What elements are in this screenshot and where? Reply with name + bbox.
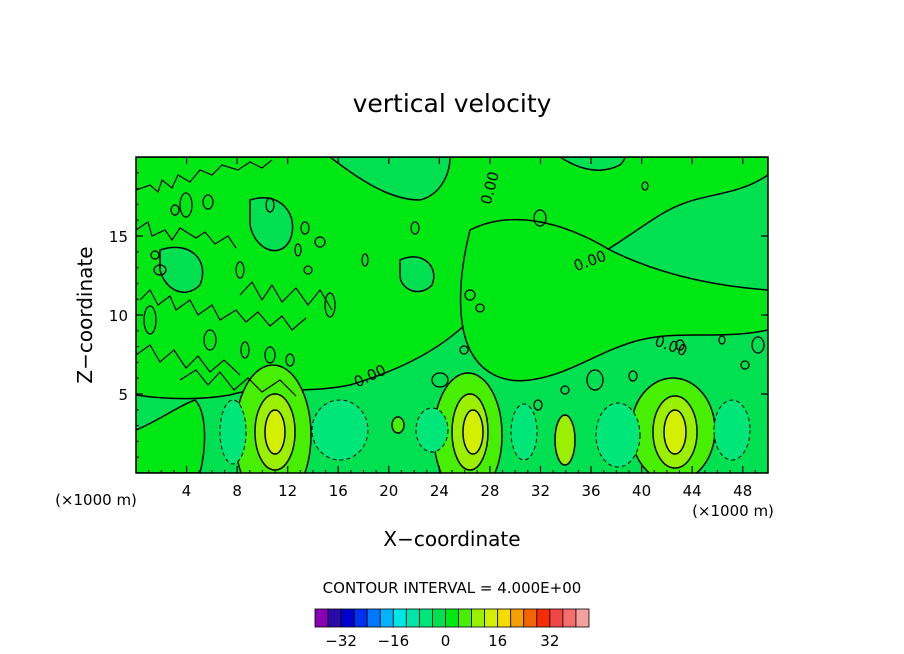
colorbar-swatch xyxy=(418,608,433,628)
colorbar-swatch xyxy=(366,608,381,628)
colorbar-swatch xyxy=(327,608,342,628)
contour-interval-label: CONTOUR INTERVAL = 4.000E+00 xyxy=(323,579,582,597)
downdraft-cell xyxy=(595,402,641,468)
plot-area: 0.00 0.00 0.00 0.00 xyxy=(136,157,768,473)
x-tick-label: 32 xyxy=(531,482,550,500)
colorbar-swatch xyxy=(405,608,420,628)
central-band-region xyxy=(459,218,768,382)
y-unit-label: (×1000 m) xyxy=(692,502,774,520)
colorbar-tick-label: 16 xyxy=(488,632,507,650)
downdraft-cell xyxy=(415,407,449,453)
y-axis-title: Z−coordinate xyxy=(73,246,97,383)
colorbar-swatch xyxy=(314,608,329,628)
downdraft-cell xyxy=(311,399,369,461)
jagged-contours xyxy=(136,159,333,397)
downdraft-cell xyxy=(510,403,538,461)
colorbar-swatch xyxy=(497,608,512,628)
colorbar-tick-label: 0 xyxy=(441,632,451,650)
colorbar xyxy=(314,608,590,628)
y-tick-label: 5 xyxy=(118,386,128,404)
updraft-cell-small xyxy=(554,414,576,466)
colorbar-swatch xyxy=(575,608,590,628)
x-tick-label: 36 xyxy=(581,482,600,500)
x-tick-label: 12 xyxy=(278,482,297,500)
weak-downdraft-patches xyxy=(159,157,626,293)
chart-title: vertical velocity xyxy=(353,89,552,118)
colorbar-swatch xyxy=(458,608,472,628)
lower-left-region xyxy=(136,399,206,473)
colorbar-swatch xyxy=(510,608,525,628)
x-tick-label: 28 xyxy=(480,482,499,500)
y-axis-ticks: 5 10 15 xyxy=(109,172,768,458)
colorbar-swatch xyxy=(353,608,368,628)
x-tick-label: 24 xyxy=(430,482,449,500)
downdraft-cell xyxy=(219,399,247,465)
updraft-cell-small xyxy=(391,416,405,434)
colorbar-swatch xyxy=(523,608,538,628)
colorbar-swatch xyxy=(484,608,499,628)
y-tick-label: 10 xyxy=(109,307,128,325)
x-tick-label: 20 xyxy=(379,482,398,500)
x-tick-label: 44 xyxy=(683,482,702,500)
colorbar-swatch xyxy=(392,608,407,628)
downdraft-cells xyxy=(219,399,751,468)
x-tick-label: 4 xyxy=(182,482,192,500)
colorbar-swatch xyxy=(471,608,486,628)
colorbar-swatch xyxy=(432,608,446,628)
small-contour-blobs xyxy=(143,181,765,411)
x-tick-label: 8 xyxy=(232,482,242,500)
colorbar-swatch xyxy=(340,608,355,628)
x-tick-label: 48 xyxy=(733,482,752,500)
colorbar-swatch xyxy=(562,608,577,628)
updraft-cell-core xyxy=(462,409,484,455)
x-axis-title: X−coordinate xyxy=(383,527,520,551)
x-tick-label: 40 xyxy=(632,482,651,500)
colorbar-ticks: −32 −16 0 16 32 xyxy=(325,632,559,650)
downdraft-cell xyxy=(713,399,751,461)
colorbar-swatch xyxy=(445,608,459,628)
colorbar-swatch xyxy=(379,608,394,628)
colorbar-tick-label: −32 xyxy=(325,632,357,650)
colorbar-swatch xyxy=(549,608,564,628)
x-tick-label: 16 xyxy=(329,482,348,500)
colorbar-tick-label: −16 xyxy=(377,632,409,650)
x-unit-label: (×1000 m) xyxy=(55,491,137,509)
y-tick-label: 15 xyxy=(109,228,128,246)
x-axis-ticks: 4 8 12 16 20 24 28 32 36 40 44 48 xyxy=(148,157,756,500)
updraft-cell-core xyxy=(264,409,286,455)
weak-updraft-regions xyxy=(136,157,768,473)
colorbar-swatch xyxy=(536,608,551,628)
updraft-cell-core xyxy=(663,409,687,455)
colorbar-tick-label: 32 xyxy=(540,632,559,650)
